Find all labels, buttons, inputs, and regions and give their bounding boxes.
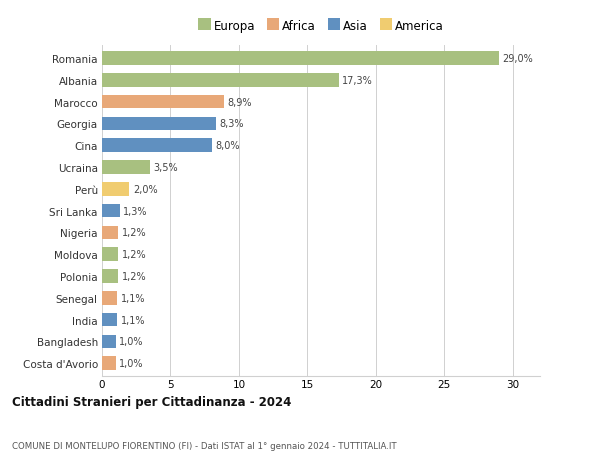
Text: 8,3%: 8,3% bbox=[219, 119, 244, 129]
Text: 1,2%: 1,2% bbox=[122, 271, 146, 281]
Text: 17,3%: 17,3% bbox=[342, 76, 373, 86]
Bar bbox=[102, 357, 116, 370]
Bar bbox=[102, 291, 117, 305]
Text: 3,5%: 3,5% bbox=[154, 162, 178, 173]
Text: COMUNE DI MONTELUPO FIORENTINO (FI) - Dati ISTAT al 1° gennaio 2024 - TUTTITALIA: COMUNE DI MONTELUPO FIORENTINO (FI) - Da… bbox=[12, 441, 397, 450]
Text: 29,0%: 29,0% bbox=[502, 54, 533, 64]
Bar bbox=[102, 313, 117, 327]
Bar bbox=[102, 161, 150, 174]
Text: 1,3%: 1,3% bbox=[123, 206, 148, 216]
Text: 1,0%: 1,0% bbox=[119, 336, 143, 347]
Text: Cittadini Stranieri per Cittadinanza - 2024: Cittadini Stranieri per Cittadinanza - 2… bbox=[12, 396, 292, 409]
Text: 1,1%: 1,1% bbox=[121, 293, 145, 303]
Text: 1,0%: 1,0% bbox=[119, 358, 143, 368]
Text: 2,0%: 2,0% bbox=[133, 185, 157, 195]
Legend: Europa, Africa, Asia, America: Europa, Africa, Asia, America bbox=[198, 21, 444, 34]
Bar bbox=[102, 74, 339, 87]
Bar bbox=[102, 269, 118, 283]
Bar bbox=[102, 335, 116, 348]
Bar bbox=[102, 204, 120, 218]
Bar bbox=[102, 118, 215, 131]
Text: 8,9%: 8,9% bbox=[227, 97, 252, 107]
Text: 1,1%: 1,1% bbox=[121, 315, 145, 325]
Bar bbox=[102, 226, 118, 240]
Bar bbox=[102, 183, 130, 196]
Text: 1,2%: 1,2% bbox=[122, 228, 146, 238]
Text: 1,2%: 1,2% bbox=[122, 250, 146, 260]
Bar bbox=[102, 95, 224, 109]
Bar bbox=[102, 52, 499, 66]
Text: 8,0%: 8,0% bbox=[215, 141, 239, 151]
Bar bbox=[102, 248, 118, 261]
Bar bbox=[102, 139, 212, 153]
